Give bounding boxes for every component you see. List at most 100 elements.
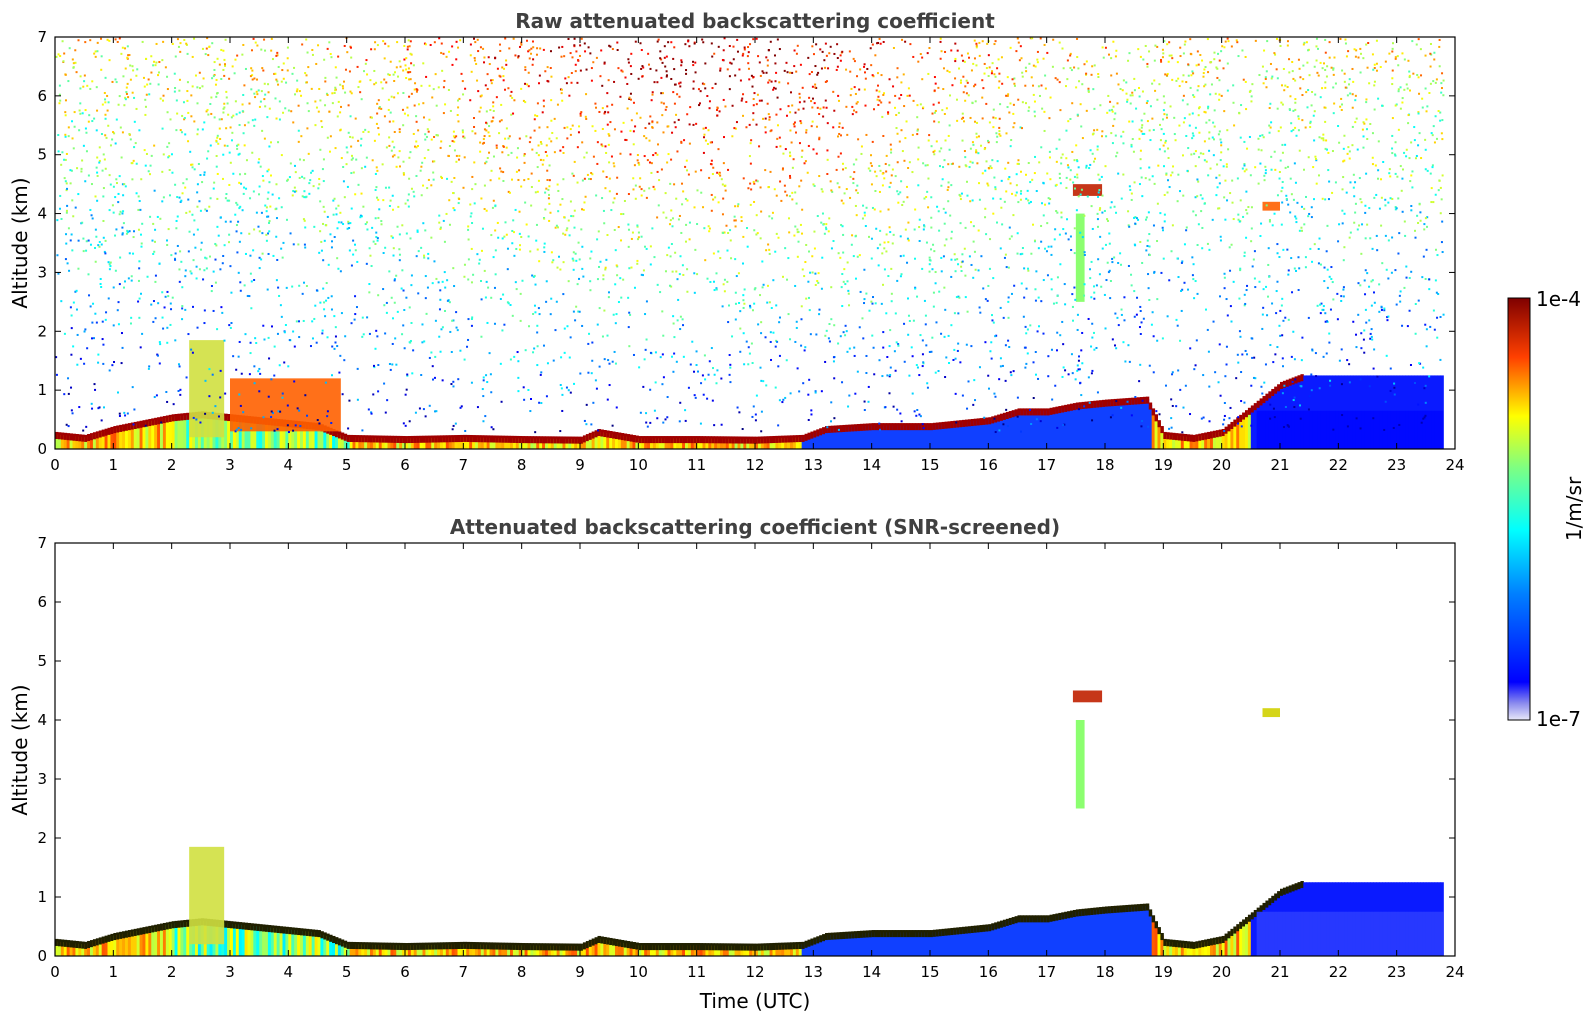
layer-top-band <box>1084 401 1088 409</box>
layer-top-band <box>98 430 103 438</box>
boundary-layer-column <box>238 417 243 449</box>
layer-top-band <box>1107 399 1112 407</box>
boundary-layer-column <box>962 929 966 956</box>
layer-top-band <box>1253 909 1258 918</box>
boundary-layer-column <box>434 437 438 449</box>
layer-top-band <box>1049 914 1053 922</box>
boundary-layer-column <box>775 945 779 956</box>
boundary-layer-column <box>1172 435 1176 449</box>
layer-top-band <box>559 943 563 951</box>
boundary-layer-column <box>372 437 377 449</box>
boundary-layer-column <box>638 945 642 956</box>
boundary-layer-column <box>626 436 631 449</box>
boundary-layer-column <box>469 944 473 956</box>
boundary-layer-column <box>927 932 931 956</box>
boundary-layer-column <box>1233 928 1237 956</box>
layer-top-band <box>267 925 272 933</box>
boundary-layer-column <box>489 437 493 449</box>
screened-backscatter-heatmap <box>55 690 1444 956</box>
boundary-layer-column <box>1177 435 1182 449</box>
boundary-layer-column <box>559 438 563 449</box>
boundary-layer-column <box>749 945 753 956</box>
boundary-layer-column <box>104 938 108 956</box>
boundary-layer-column <box>737 945 741 956</box>
boundary-layer-column <box>501 437 505 449</box>
layer-top-band <box>1183 940 1188 949</box>
layer-top-band <box>1297 375 1301 383</box>
boundary-layer-column <box>886 932 890 956</box>
layer-top-band <box>938 929 943 937</box>
boundary-layer-column <box>504 945 508 956</box>
layer-top-band <box>495 435 499 443</box>
layer-top-band <box>1040 915 1045 923</box>
boundary-layer-column <box>1186 436 1191 449</box>
boundary-layer-column <box>171 416 176 449</box>
boundary-layer-column <box>477 437 482 449</box>
layer-top-band <box>795 942 800 950</box>
layer-top-band <box>1043 408 1048 416</box>
boundary-layer-column <box>504 438 508 449</box>
boundary-layer-column <box>326 935 330 956</box>
layer-top-band <box>772 942 776 951</box>
x-tick-label: 9 <box>575 963 585 981</box>
layer-top-band <box>1277 891 1281 899</box>
boundary-layer-column <box>84 944 88 956</box>
layer-top-band <box>445 942 450 950</box>
boundary-layer-column <box>448 437 453 449</box>
layer-top-band <box>679 943 683 951</box>
boundary-layer-column <box>364 944 368 956</box>
layer-top-band <box>1116 398 1121 406</box>
layer-top-band <box>317 930 321 938</box>
boundary-layer-column <box>472 944 476 956</box>
boundary-layer-column <box>253 418 257 449</box>
layer-top-band <box>956 420 960 428</box>
boundary-layer-column <box>410 945 415 956</box>
boundary-layer-column <box>1224 428 1228 449</box>
layer-top-band <box>241 922 246 930</box>
boundary-layer-column <box>413 945 418 956</box>
layer-top-band <box>839 932 843 940</box>
boundary-layer-column <box>1245 919 1249 956</box>
layer-top-band <box>924 423 928 431</box>
layer-top-band <box>1151 408 1156 416</box>
layer-top-band <box>527 436 531 444</box>
boundary-layer-column <box>440 437 444 449</box>
boundary-layer-column <box>498 944 502 956</box>
boundary-layer-column <box>250 418 254 449</box>
layer-top-band <box>612 938 616 946</box>
boundary-layer-column <box>685 438 689 449</box>
layer-top-band <box>667 436 671 444</box>
boundary-layer-column <box>1011 412 1016 449</box>
layer-top-band <box>600 936 604 944</box>
layer-top-band <box>912 930 916 938</box>
layer-top-band <box>250 923 254 931</box>
boundary-layer-column <box>521 438 526 449</box>
boundary-layer-column <box>302 930 307 956</box>
layer-top-band <box>819 428 823 436</box>
boundary-layer-column <box>795 437 800 449</box>
boundary-layer-column <box>98 432 103 449</box>
layer-top-band <box>667 943 671 951</box>
boundary-layer-column <box>425 944 429 956</box>
boundary-layer-column <box>959 422 963 449</box>
layer-top-band <box>276 925 281 933</box>
boundary-layer-column <box>1140 399 1144 449</box>
layer-top-band <box>116 425 120 433</box>
layer-top-band <box>332 935 336 944</box>
boundary-layer-column <box>556 438 561 449</box>
layer-top-band <box>530 436 534 444</box>
boundary-layer-column <box>451 944 456 956</box>
layer-top-band <box>466 941 470 949</box>
layer-top-band <box>1154 414 1158 422</box>
boundary-layer-column <box>647 438 651 449</box>
layer-top-band <box>346 434 351 442</box>
boundary-layer-column <box>690 945 695 956</box>
boundary-layer-column <box>790 437 794 449</box>
layer-top-band <box>1002 919 1007 927</box>
boundary-layer-column <box>1090 910 1094 956</box>
boundary-layer-column <box>696 438 701 449</box>
layer-top-band <box>1160 932 1164 941</box>
boundary-layer-column <box>507 945 511 956</box>
layer-top-band <box>370 942 374 950</box>
boundary-layer-column <box>116 427 120 449</box>
